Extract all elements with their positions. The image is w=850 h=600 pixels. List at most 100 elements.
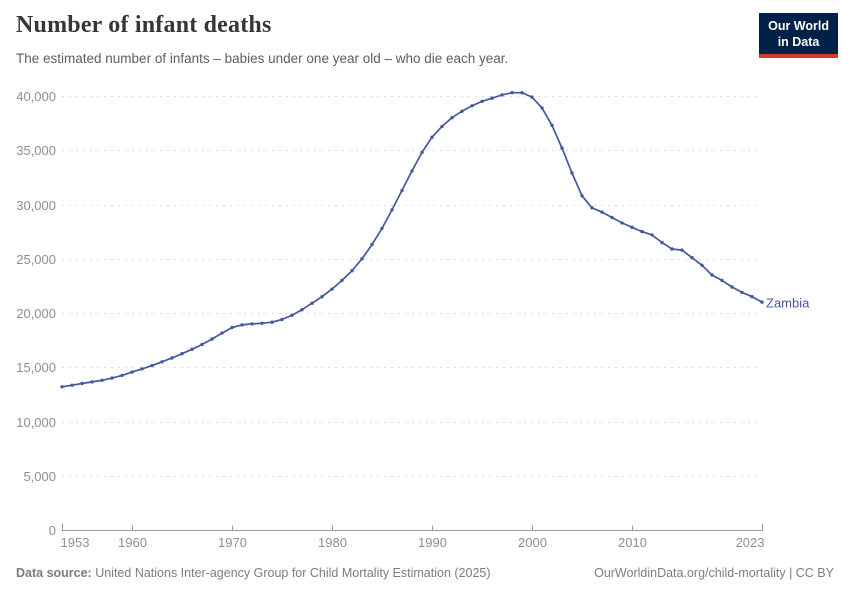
data-point[interactable] — [380, 226, 384, 231]
data-point[interactable] — [630, 225, 634, 229]
x-tick-label: 1953 — [61, 535, 90, 550]
y-tick-label: 0 — [49, 523, 56, 538]
y-tick-label: 35,000 — [16, 143, 56, 158]
data-point[interactable] — [560, 146, 564, 150]
y-tick-label: 10,000 — [16, 415, 56, 430]
y-tick-label: 40,000 — [16, 89, 56, 104]
data-point[interactable] — [500, 93, 504, 97]
data-point[interactable] — [620, 221, 624, 225]
data-point[interactable] — [360, 257, 364, 261]
data-point[interactable] — [730, 285, 734, 289]
data-point[interactable] — [170, 356, 174, 360]
data-point[interactable] — [300, 308, 304, 312]
data-point[interactable] — [510, 91, 514, 95]
data-point[interactable] — [660, 240, 664, 245]
data-point[interactable] — [240, 323, 244, 327]
data-point[interactable] — [200, 342, 204, 347]
data-point[interactable] — [70, 383, 74, 387]
data-point[interactable] — [680, 248, 684, 252]
data-point[interactable] — [130, 370, 134, 374]
x-tick-label: 1990 — [418, 535, 447, 550]
data-point[interactable] — [280, 317, 284, 322]
data-point[interactable] — [550, 123, 554, 128]
data-point[interactable] — [670, 247, 674, 251]
y-tick-label: 25,000 — [16, 252, 56, 267]
data-point[interactable] — [80, 381, 84, 386]
data-point[interactable] — [710, 273, 714, 277]
data-point[interactable] — [180, 352, 184, 356]
data-point[interactable] — [590, 206, 594, 210]
data-point[interactable] — [750, 295, 754, 299]
x-tick-label: 2010 — [618, 535, 647, 550]
owid-logo-line1: Our World — [768, 19, 829, 33]
data-point[interactable] — [190, 347, 194, 351]
data-point[interactable] — [250, 322, 254, 326]
data-point[interactable] — [230, 325, 234, 330]
data-point[interactable] — [440, 124, 444, 129]
data-point[interactable] — [600, 210, 604, 214]
data-point[interactable] — [60, 385, 64, 389]
data-point[interactable] — [450, 116, 454, 120]
data-point[interactable] — [480, 99, 484, 104]
data-point[interactable] — [650, 233, 654, 237]
series-line — [61, 91, 763, 388]
series-label-zambia[interactable]: Zambia — [766, 295, 810, 311]
data-point[interactable] — [690, 256, 694, 260]
data-point[interactable] — [470, 104, 474, 108]
data-point[interactable] — [570, 171, 574, 175]
data-point[interactable] — [530, 95, 534, 99]
y-tick-label: 15,000 — [16, 360, 56, 375]
data-point[interactable] — [400, 188, 404, 193]
data-point[interactable] — [720, 278, 724, 283]
data-point[interactable] — [430, 135, 434, 139]
data-point[interactable] — [420, 150, 424, 155]
data-point[interactable] — [490, 96, 494, 100]
data-source: Data source: United Nations Inter-agency… — [16, 566, 491, 580]
chart-subtitle: The estimated number of infants – babies… — [16, 51, 509, 66]
data-point[interactable] — [310, 301, 314, 305]
data-point[interactable] — [100, 378, 104, 382]
data-point[interactable] — [220, 331, 224, 335]
data-point[interactable] — [520, 91, 524, 95]
x-tick-label: 1970 — [218, 535, 247, 550]
page-title: Number of infant deaths — [16, 12, 272, 38]
data-point[interactable] — [580, 194, 584, 198]
x-tick-label: 1960 — [118, 535, 147, 550]
data-point[interactable] — [640, 229, 644, 234]
y-tick-label: 20,000 — [16, 306, 56, 321]
x-tick-label: 2000 — [518, 535, 547, 550]
data-point[interactable] — [390, 208, 394, 212]
owid-logo[interactable]: Our World in Data — [759, 13, 838, 58]
data-point[interactable] — [320, 295, 324, 299]
data-point[interactable] — [210, 337, 214, 341]
data-source-label: Data source: — [16, 566, 92, 580]
data-point[interactable] — [150, 363, 154, 368]
y-tick-label: 30,000 — [16, 198, 56, 213]
x-tick-label: 1980 — [318, 535, 347, 550]
data-point[interactable] — [120, 373, 124, 378]
data-point[interactable] — [260, 321, 264, 325]
data-point[interactable] — [700, 263, 704, 267]
data-point[interactable] — [140, 367, 144, 371]
data-point[interactable] — [410, 169, 414, 173]
owid-logo-line2: in Data — [777, 35, 820, 50]
data-point[interactable] — [290, 313, 294, 317]
data-source-text: United Nations Inter-agency Group for Ch… — [91, 566, 491, 580]
data-point[interactable] — [760, 300, 764, 304]
data-point[interactable] — [370, 242, 374, 247]
data-point[interactable] — [270, 320, 274, 324]
data-point[interactable] — [540, 106, 544, 110]
data-point[interactable] — [330, 287, 334, 291]
data-point[interactable] — [350, 269, 354, 273]
footer-link[interactable]: OurWorldinData.org/child-mortality | CC … — [594, 566, 834, 580]
data-point[interactable] — [460, 109, 464, 113]
data-point[interactable] — [110, 376, 114, 380]
data-point[interactable] — [610, 215, 614, 220]
data-point[interactable] — [90, 380, 94, 384]
data-point[interactable] — [740, 290, 744, 295]
data-point[interactable] — [160, 360, 164, 364]
data-point[interactable] — [340, 278, 344, 283]
chart-footer: Data source: United Nations Inter-agency… — [16, 566, 834, 580]
